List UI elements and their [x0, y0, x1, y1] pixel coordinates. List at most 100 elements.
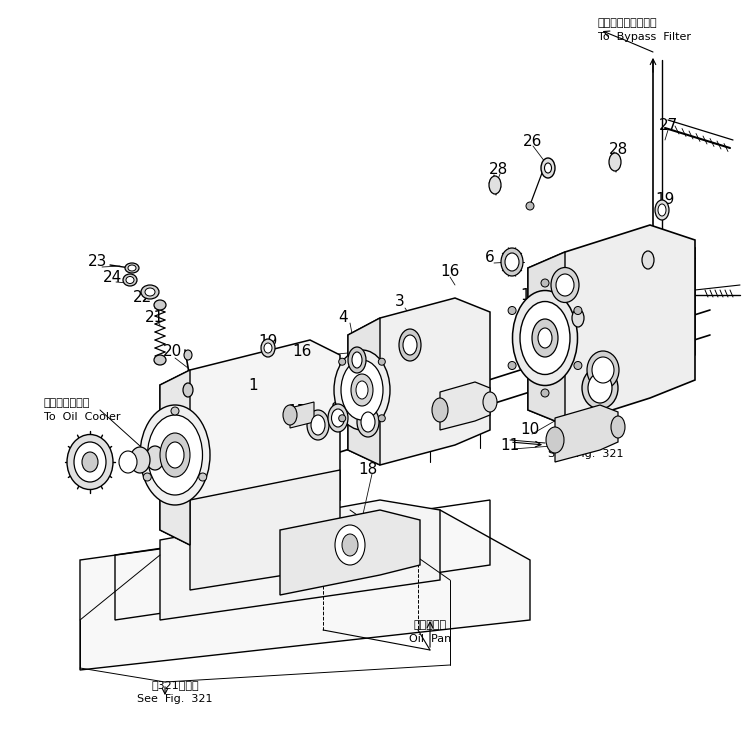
Text: 4: 4 — [338, 310, 348, 326]
Polygon shape — [348, 318, 380, 465]
Circle shape — [199, 473, 207, 481]
Ellipse shape — [642, 251, 654, 269]
Ellipse shape — [147, 415, 202, 495]
Ellipse shape — [183, 383, 193, 397]
Ellipse shape — [123, 274, 137, 286]
Ellipse shape — [334, 350, 390, 430]
Text: 5: 5 — [77, 438, 87, 453]
Ellipse shape — [483, 392, 497, 412]
Text: 13: 13 — [521, 287, 539, 303]
Text: 3: 3 — [395, 295, 405, 309]
Text: 8: 8 — [331, 402, 341, 418]
Text: 23: 23 — [88, 255, 108, 269]
Ellipse shape — [332, 409, 344, 427]
Text: Oil  Pan: Oil Pan — [409, 634, 451, 644]
Text: 6: 6 — [485, 251, 495, 266]
Ellipse shape — [125, 263, 139, 273]
Polygon shape — [528, 252, 565, 425]
Ellipse shape — [307, 410, 329, 440]
Polygon shape — [155, 435, 185, 475]
Ellipse shape — [154, 355, 166, 365]
Ellipse shape — [311, 415, 325, 435]
Polygon shape — [80, 510, 530, 670]
Ellipse shape — [551, 268, 579, 303]
Circle shape — [171, 407, 179, 415]
Text: 11: 11 — [500, 438, 520, 453]
Text: 16: 16 — [440, 264, 459, 280]
Ellipse shape — [348, 347, 366, 373]
Ellipse shape — [184, 350, 192, 360]
Ellipse shape — [119, 451, 137, 473]
Text: バイパスフィルタへ: バイパスフィルタへ — [598, 18, 657, 28]
Text: 28: 28 — [489, 162, 508, 177]
Ellipse shape — [145, 288, 155, 296]
Ellipse shape — [403, 335, 417, 355]
Ellipse shape — [283, 405, 297, 425]
Text: 第321図参照: 第321図参照 — [151, 680, 199, 690]
Text: 26: 26 — [524, 134, 542, 149]
Ellipse shape — [341, 360, 383, 420]
Ellipse shape — [505, 253, 519, 271]
Ellipse shape — [658, 204, 666, 216]
Text: 20: 20 — [164, 344, 182, 360]
Circle shape — [143, 473, 152, 481]
Ellipse shape — [556, 274, 574, 296]
Text: 24: 24 — [102, 271, 122, 286]
Ellipse shape — [261, 339, 275, 357]
Ellipse shape — [264, 343, 272, 353]
Text: 17: 17 — [436, 387, 455, 402]
Ellipse shape — [140, 405, 210, 505]
Polygon shape — [555, 405, 618, 462]
Text: To  Oil  Cooler: To Oil Cooler — [44, 412, 120, 422]
Ellipse shape — [74, 442, 106, 482]
Ellipse shape — [520, 301, 570, 375]
Circle shape — [574, 306, 582, 315]
Ellipse shape — [351, 374, 373, 406]
Circle shape — [574, 361, 582, 370]
Ellipse shape — [587, 351, 619, 389]
Polygon shape — [290, 402, 314, 428]
Ellipse shape — [126, 277, 134, 283]
Polygon shape — [190, 470, 380, 590]
Ellipse shape — [328, 404, 348, 432]
Text: 27: 27 — [658, 117, 678, 133]
Text: 第321図参照: 第321図参照 — [548, 435, 595, 445]
Text: 9: 9 — [358, 413, 368, 427]
Text: 21: 21 — [146, 310, 164, 326]
Text: 7: 7 — [311, 413, 320, 427]
Text: 16: 16 — [292, 344, 311, 360]
Polygon shape — [440, 382, 490, 430]
Text: 10: 10 — [521, 422, 539, 438]
Text: 15: 15 — [288, 404, 306, 419]
Circle shape — [338, 415, 346, 421]
Ellipse shape — [588, 373, 612, 403]
Text: 28: 28 — [571, 301, 589, 315]
Ellipse shape — [512, 291, 577, 386]
Ellipse shape — [128, 265, 136, 271]
Ellipse shape — [432, 398, 448, 422]
Text: See  Fig.  321: See Fig. 321 — [548, 449, 624, 459]
Text: 28: 28 — [608, 142, 627, 157]
Text: 2: 2 — [170, 422, 180, 438]
Ellipse shape — [146, 446, 164, 470]
Ellipse shape — [82, 452, 98, 472]
Ellipse shape — [154, 300, 166, 310]
Ellipse shape — [141, 285, 159, 299]
Ellipse shape — [160, 433, 190, 477]
Text: 19: 19 — [655, 192, 675, 208]
Ellipse shape — [541, 158, 555, 178]
Ellipse shape — [342, 534, 358, 556]
Text: 6: 6 — [377, 329, 387, 344]
Text: オイルクーラへ: オイルクーラへ — [44, 398, 90, 408]
Ellipse shape — [545, 163, 551, 173]
Circle shape — [378, 415, 385, 421]
Ellipse shape — [532, 319, 558, 357]
Ellipse shape — [130, 447, 150, 473]
Text: 22: 22 — [132, 291, 152, 306]
Ellipse shape — [489, 176, 501, 194]
Polygon shape — [528, 225, 695, 425]
Ellipse shape — [399, 329, 421, 361]
Polygon shape — [348, 298, 490, 465]
Ellipse shape — [335, 525, 365, 565]
Circle shape — [541, 389, 549, 397]
